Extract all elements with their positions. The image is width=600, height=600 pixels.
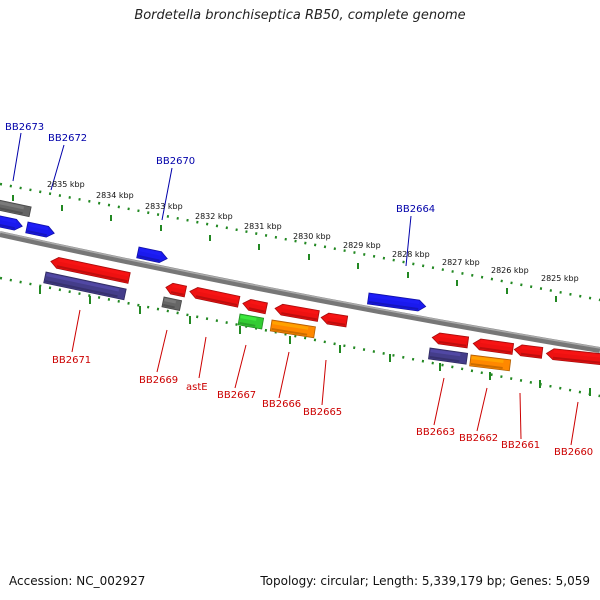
gene-bb2664[interactable] bbox=[367, 292, 427, 312]
gene-label-bb2673[interactable]: BB2673 bbox=[5, 122, 44, 133]
gene-bb2667-red[interactable] bbox=[242, 298, 268, 315]
ruler-top-dots bbox=[0, 182, 600, 302]
ruler-bottom-dots bbox=[0, 276, 600, 398]
gene-label-bb2667[interactable]: BB2667 bbox=[217, 390, 256, 401]
gene-bb2672-a[interactable] bbox=[0, 214, 23, 232]
gene-label-bb2666[interactable]: BB2666 bbox=[262, 399, 301, 410]
leader-line bbox=[519, 392, 522, 440]
ruler-label-2825: 2825 kbp bbox=[541, 274, 579, 283]
gene-label-bb2670[interactable]: BB2670 bbox=[156, 156, 195, 167]
genome-backbone bbox=[0, 231, 600, 353]
gene-label-bb2665[interactable]: BB2665 bbox=[303, 407, 342, 418]
gene-label-bb2663[interactable]: BB2663 bbox=[416, 427, 455, 438]
leader-line bbox=[433, 377, 445, 426]
genome-summary-text: Topology: circular; Length: 5,339,179 bp… bbox=[260, 574, 590, 588]
ruler-label-2835: 2835 kbp bbox=[47, 180, 85, 189]
ruler-label-2826: 2826 kbp bbox=[491, 266, 529, 275]
leader-line bbox=[278, 351, 290, 399]
gene-aste[interactable] bbox=[189, 286, 241, 308]
gene-label-bb2662[interactable]: BB2662 bbox=[459, 433, 498, 444]
gene-label-bb2672[interactable]: BB2672 bbox=[48, 133, 87, 144]
leader-line bbox=[234, 344, 247, 389]
ruler-label-2828: 2828 kbp bbox=[392, 250, 430, 259]
ruler-label-2831: 2831 kbp bbox=[244, 222, 282, 231]
ruler-label-2830: 2830 kbp bbox=[293, 232, 331, 241]
gene-bb2662[interactable] bbox=[469, 354, 512, 372]
leader-line bbox=[321, 359, 327, 406]
leader-lines bbox=[12, 132, 579, 446]
genes-layer bbox=[0, 198, 600, 372]
leader-line bbox=[198, 336, 207, 379]
gene-label-bb2664[interactable]: BB2664 bbox=[396, 204, 435, 215]
gene-label-bb2661[interactable]: BB2661 bbox=[501, 440, 540, 451]
gene-bb2663-red[interactable] bbox=[431, 332, 470, 349]
ruler-label-2834: 2834 kbp bbox=[96, 191, 134, 200]
ruler-label-2829: 2829 kbp bbox=[343, 241, 381, 250]
accession-text: Accession: NC_002927 bbox=[9, 574, 146, 588]
leader-line bbox=[405, 215, 412, 267]
page-title: Bordetella bronchiseptica RB50, complete… bbox=[134, 8, 466, 23]
gene-bb2666-red[interactable] bbox=[274, 303, 320, 322]
gene-bb2663[interactable] bbox=[428, 347, 469, 365]
ruler-bottom bbox=[0, 276, 600, 398]
gene-bb2669-red[interactable] bbox=[165, 282, 188, 298]
gene-bb2670[interactable] bbox=[136, 246, 169, 264]
ruler-label-2832: 2832 kbp bbox=[195, 212, 233, 221]
gene-bb2662-red[interactable] bbox=[472, 338, 515, 355]
gene-bb2666[interactable] bbox=[269, 319, 316, 339]
gene-bb2661[interactable] bbox=[513, 344, 544, 359]
gene-label-bb2660[interactable]: BB2660 bbox=[554, 447, 593, 458]
gene-bb2660[interactable] bbox=[545, 348, 600, 366]
gene-bb2673[interactable] bbox=[0, 198, 32, 218]
leader-line bbox=[156, 329, 168, 373]
gene-bb2672-b[interactable] bbox=[25, 221, 56, 239]
leader-line bbox=[50, 144, 65, 191]
leader-line bbox=[161, 167, 173, 221]
ruler-label-2827: 2827 kbp bbox=[442, 258, 480, 267]
leader-line bbox=[476, 387, 488, 432]
gene-label-bb2671[interactable]: BB2671 bbox=[52, 355, 91, 366]
bottom-gene-labels: BB2671 BB2669 astE BB2667 BB2666 BB2665 … bbox=[52, 355, 593, 458]
gene-bb2665[interactable] bbox=[320, 312, 349, 328]
ruler-labels: 2835 kbp 2834 kbp 2833 kbp 2832 kbp 2831… bbox=[47, 180, 579, 283]
ruler-label-2833: 2833 kbp bbox=[145, 202, 183, 211]
leader-line bbox=[12, 132, 22, 182]
leader-line bbox=[570, 401, 579, 446]
ruler-top bbox=[0, 182, 600, 302]
gene-label-bb2669[interactable]: BB2669 bbox=[139, 375, 178, 386]
gene-bb2671-red[interactable] bbox=[50, 256, 131, 284]
leader-line bbox=[71, 309, 81, 353]
gene-bb2669[interactable] bbox=[161, 296, 183, 311]
top-gene-labels: BB2673 BB2672 BB2670 BB2664 bbox=[5, 122, 435, 215]
gene-label-aste[interactable]: astE bbox=[186, 382, 208, 393]
gene-bb2671[interactable] bbox=[43, 271, 127, 301]
gene-bb2667[interactable] bbox=[237, 313, 265, 330]
